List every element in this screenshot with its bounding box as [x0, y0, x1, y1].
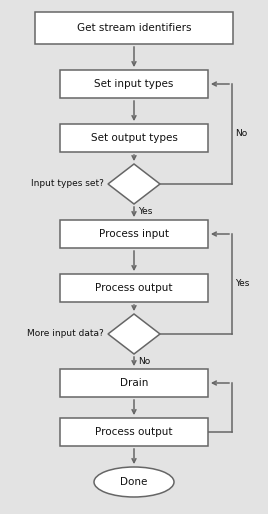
Text: Get stream identifiers: Get stream identifiers: [77, 23, 191, 33]
Text: Yes: Yes: [138, 207, 152, 216]
Text: Yes: Yes: [235, 280, 250, 288]
FancyBboxPatch shape: [35, 12, 233, 44]
Text: Set output types: Set output types: [91, 133, 177, 143]
Text: Set input types: Set input types: [94, 79, 174, 89]
Ellipse shape: [94, 467, 174, 497]
Text: No: No: [138, 357, 150, 366]
Text: No: No: [235, 130, 247, 138]
Text: Drain: Drain: [120, 378, 148, 388]
Polygon shape: [108, 314, 160, 354]
Text: Process input: Process input: [99, 229, 169, 239]
FancyBboxPatch shape: [60, 70, 208, 98]
Polygon shape: [108, 164, 160, 204]
FancyBboxPatch shape: [60, 418, 208, 446]
Text: More input data?: More input data?: [27, 329, 104, 339]
FancyBboxPatch shape: [60, 220, 208, 248]
Text: Process output: Process output: [95, 427, 173, 437]
Text: Input types set?: Input types set?: [31, 179, 104, 189]
Text: Done: Done: [120, 477, 148, 487]
FancyBboxPatch shape: [60, 369, 208, 397]
FancyBboxPatch shape: [60, 124, 208, 152]
Text: Process output: Process output: [95, 283, 173, 293]
FancyBboxPatch shape: [60, 274, 208, 302]
